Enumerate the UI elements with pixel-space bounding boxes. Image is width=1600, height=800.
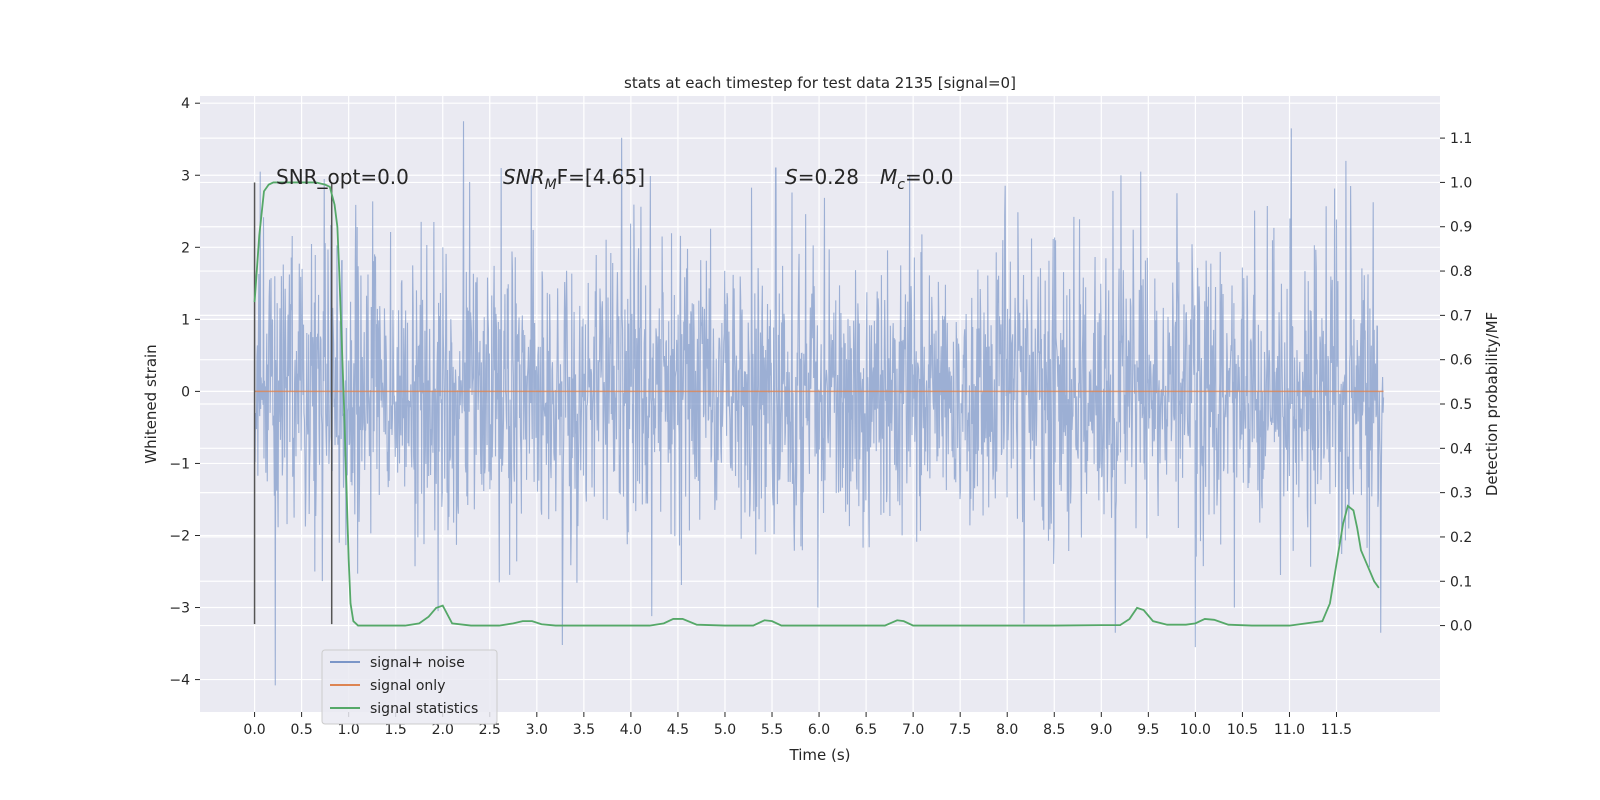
x-tick-label: 0.0 xyxy=(243,722,265,738)
y-axis-label: Whitened strain xyxy=(142,344,160,463)
vertical-markers xyxy=(253,182,333,625)
y-right-tick-label: 0.2 xyxy=(1450,530,1472,546)
x-tick-label: 11.5 xyxy=(1321,722,1352,738)
legend-box xyxy=(321,649,498,725)
annotation-mc-main: M xyxy=(880,165,897,189)
y-right-tick-label: 0.1 xyxy=(1450,574,1472,590)
x-tick-label: 6.5 xyxy=(855,722,877,738)
x-tick-label: 1.5 xyxy=(385,722,407,738)
chart-title: stats at each timestep for test data 213… xyxy=(624,74,1016,92)
y-right-tick-label: 0.0 xyxy=(1450,619,1472,635)
x-tick-label: 5.0 xyxy=(714,722,736,738)
y-right-tick-label: 0.6 xyxy=(1450,353,1472,369)
x-tick-label: 6.0 xyxy=(808,722,830,738)
x-tick-label: 0.5 xyxy=(290,722,312,738)
annotation-s-rest: =0.28 xyxy=(798,165,859,189)
x-tick-label: 3.5 xyxy=(573,722,595,738)
x-tick-label: 5.5 xyxy=(761,722,783,738)
y-tick-label: 2 xyxy=(181,240,190,256)
x-tick-label: 8.5 xyxy=(1043,722,1065,738)
x-axis-label: Time (s) xyxy=(789,746,851,764)
x-tick-label: 11.0 xyxy=(1274,722,1305,738)
signal-plus-noise-line xyxy=(254,121,1385,686)
x-tick-label: 4.5 xyxy=(667,722,689,738)
x-tick-label: 7.5 xyxy=(949,722,971,738)
signal-statistics-line xyxy=(253,181,1380,627)
annotation-mc-rest: =0.0 xyxy=(905,165,954,189)
y-tick-label: −3 xyxy=(169,601,190,617)
annotation-snr-mf-rest: F=[4.65] xyxy=(557,165,645,189)
x-tick-label: 4.0 xyxy=(620,722,642,738)
annotation-s: S=0.28 xyxy=(785,165,859,189)
legend-label-signal: signal only xyxy=(370,678,445,694)
x-tick-label: 10.5 xyxy=(1227,722,1258,738)
ticks: 0.0 0.5 1.0 1.5 2.0 2.5 3.0 3.5 4.0 4.5 5.0 5.5 6.0 6… xyxy=(169,96,1472,738)
y-right-tick-label: 0.9 xyxy=(1450,220,1472,236)
annotation-mc: Mc=0.0 xyxy=(880,165,954,193)
signal-statistics-series xyxy=(253,181,1380,627)
x-tick-label: 1.0 xyxy=(338,722,360,738)
x-tick-label: 7.0 xyxy=(902,722,924,738)
annotation-snr-mf-main: SNR xyxy=(503,165,545,189)
legend: signal+ noise signal only signal statist… xyxy=(321,649,498,725)
y-right-tick-label: 0.7 xyxy=(1450,308,1472,324)
signal-plus-noise-series xyxy=(254,121,1385,686)
y-tick-label: −4 xyxy=(169,673,190,689)
x-tick-label: 3.0 xyxy=(526,722,548,738)
y-right-tick-label: 1.0 xyxy=(1450,175,1472,191)
y-tick-label: 0 xyxy=(181,384,190,400)
y-tick-label: 4 xyxy=(181,96,190,112)
annotation-snr-mf: SNRMF=[4.65] xyxy=(503,165,645,193)
y-tick-label: 1 xyxy=(181,312,190,328)
y-right-tick-label: 0.4 xyxy=(1450,441,1472,457)
y-tick-label: 3 xyxy=(181,168,190,184)
y-right-tick-label: 0.8 xyxy=(1450,264,1472,280)
annotation-snr-opt: SNR_opt=0.0 xyxy=(276,165,409,189)
y-axis-right-label: Detection probability/MF xyxy=(1483,312,1501,496)
y-tick-label: −2 xyxy=(169,528,190,544)
annotation-mc-sub: c xyxy=(897,177,905,193)
y-tick-label: −1 xyxy=(169,456,190,472)
legend-label-noise: signal+ noise xyxy=(370,655,465,671)
legend-label-stats: signal statistics xyxy=(370,701,478,717)
y-right-tick-label: 0.5 xyxy=(1450,397,1472,413)
x-tick-label: 8.0 xyxy=(996,722,1018,738)
x-tick-label: 9.5 xyxy=(1137,722,1159,738)
x-tick-label: 2.5 xyxy=(479,722,501,738)
y-right-tick-label: 0.3 xyxy=(1450,486,1472,502)
x-tick-label: 10.0 xyxy=(1180,722,1211,738)
x-tick-label: 2.0 xyxy=(432,722,454,738)
y-right-tick-label: 1.1 xyxy=(1450,131,1472,147)
annotation-s-main: S xyxy=(785,165,798,189)
x-tick-label: 9.0 xyxy=(1090,722,1112,738)
annotation-snr-mf-sub: M xyxy=(545,177,557,193)
